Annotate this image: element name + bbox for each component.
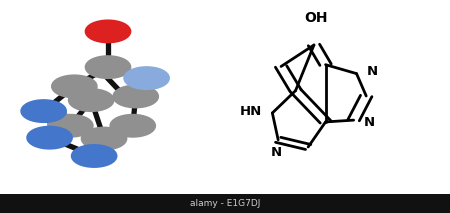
- Bar: [0, 194, 450, 213]
- Text: HN: HN: [240, 105, 262, 118]
- Circle shape: [53, 76, 96, 97]
- Circle shape: [49, 115, 92, 136]
- Circle shape: [86, 57, 130, 77]
- Text: N: N: [364, 116, 375, 129]
- Circle shape: [125, 68, 168, 88]
- Circle shape: [22, 101, 65, 121]
- Text: N: N: [270, 146, 282, 159]
- Circle shape: [114, 86, 158, 107]
- Circle shape: [82, 128, 126, 149]
- Circle shape: [86, 21, 130, 42]
- Circle shape: [70, 90, 113, 110]
- Text: N: N: [366, 65, 378, 78]
- Text: alamy - E1G7DJ: alamy - E1G7DJ: [190, 199, 260, 208]
- Circle shape: [111, 115, 154, 136]
- Circle shape: [28, 127, 71, 148]
- Circle shape: [72, 146, 116, 166]
- Text: OH: OH: [305, 11, 328, 25]
